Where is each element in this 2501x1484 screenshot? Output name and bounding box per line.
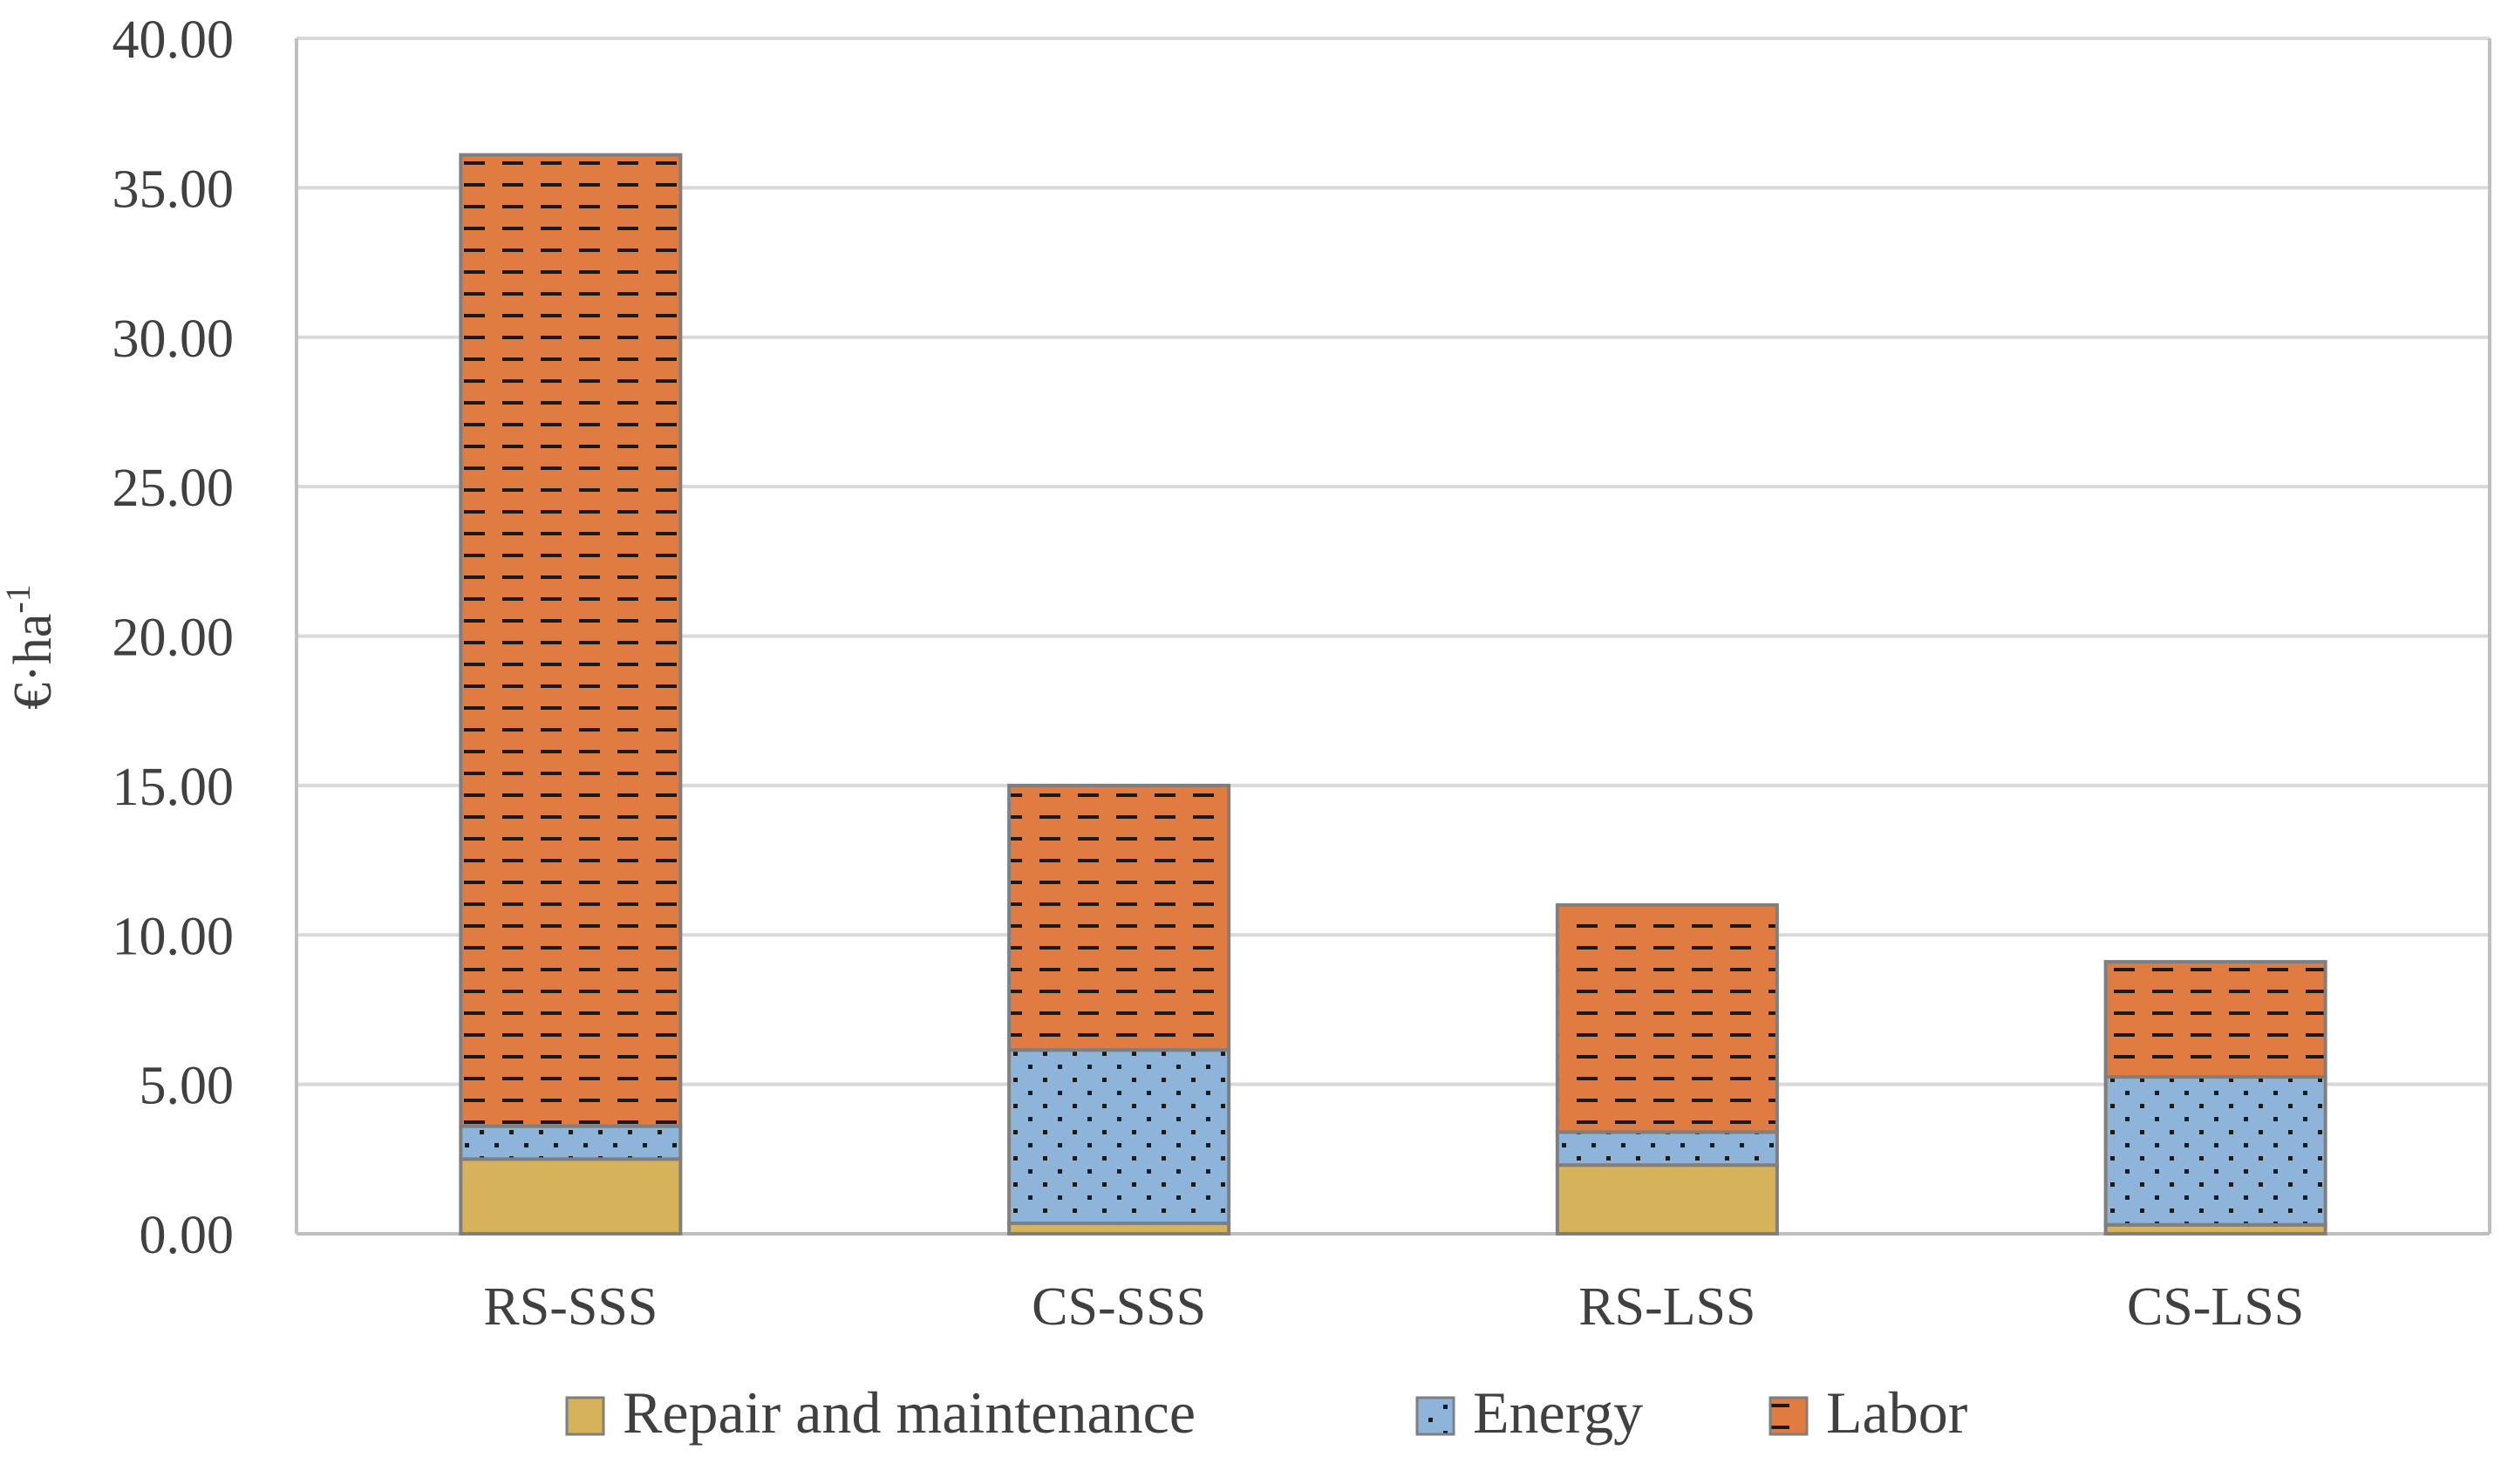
y-axis-label: €·ha-1 [0, 584, 63, 710]
legend-label: Labor [1826, 1379, 1968, 1446]
x-tick-label: RS-SSS [483, 1277, 658, 1337]
legend: Repair and maintenance Energy Labor [565, 1379, 1968, 1446]
x-tick-label: CS-SSS [1032, 1277, 1206, 1337]
legend-label: Repair and maintenance [623, 1379, 1196, 1446]
x-tick-label: CS-LSS [2127, 1277, 2304, 1337]
y-tick-label: 15.00 [112, 758, 235, 817]
y-tick-label: 20.00 [112, 609, 235, 668]
y-axis-label-unit: €·ha [3, 614, 63, 710]
bar-segment-dashes [1007, 783, 1231, 1052]
y-axis-label-exponent: -1 [0, 584, 37, 613]
bar-segment-solid [1555, 1163, 1779, 1236]
legend-swatch [1768, 1396, 1809, 1436]
y-tick-label: 10.00 [112, 907, 235, 966]
legend-label: Energy [1473, 1379, 1643, 1446]
y-tick-label: 30.00 [112, 310, 235, 369]
y-tick-label: 40.00 [112, 10, 235, 70]
bar-segment-solid [459, 1157, 683, 1236]
bar-segment-dashes [2103, 960, 2327, 1079]
x-tick-label: RS-LSS [1578, 1277, 1755, 1337]
y-tick-label: 25.00 [112, 459, 235, 518]
y-tick-label: 0.00 [140, 1206, 235, 1265]
legend-swatch [565, 1396, 605, 1436]
legend-swatch [1415, 1396, 1455, 1436]
bar-segment-dots [1555, 1130, 1779, 1167]
y-tick-label: 35.00 [112, 160, 235, 219]
bar-segment-dashes [459, 153, 683, 1128]
bar-segment-dots [1007, 1048, 1231, 1226]
bars [459, 153, 2327, 1236]
bar-segment-dots [2103, 1075, 2327, 1227]
tick-labels: 0.00 5.00 10.00 15.00 20.00 25.00 30.00 35.00 40… [112, 10, 2305, 1337]
y-tick-label: 5.00 [140, 1057, 235, 1116]
bar-segment-dashes [1555, 902, 1779, 1134]
bar-segment-dots [459, 1124, 683, 1161]
